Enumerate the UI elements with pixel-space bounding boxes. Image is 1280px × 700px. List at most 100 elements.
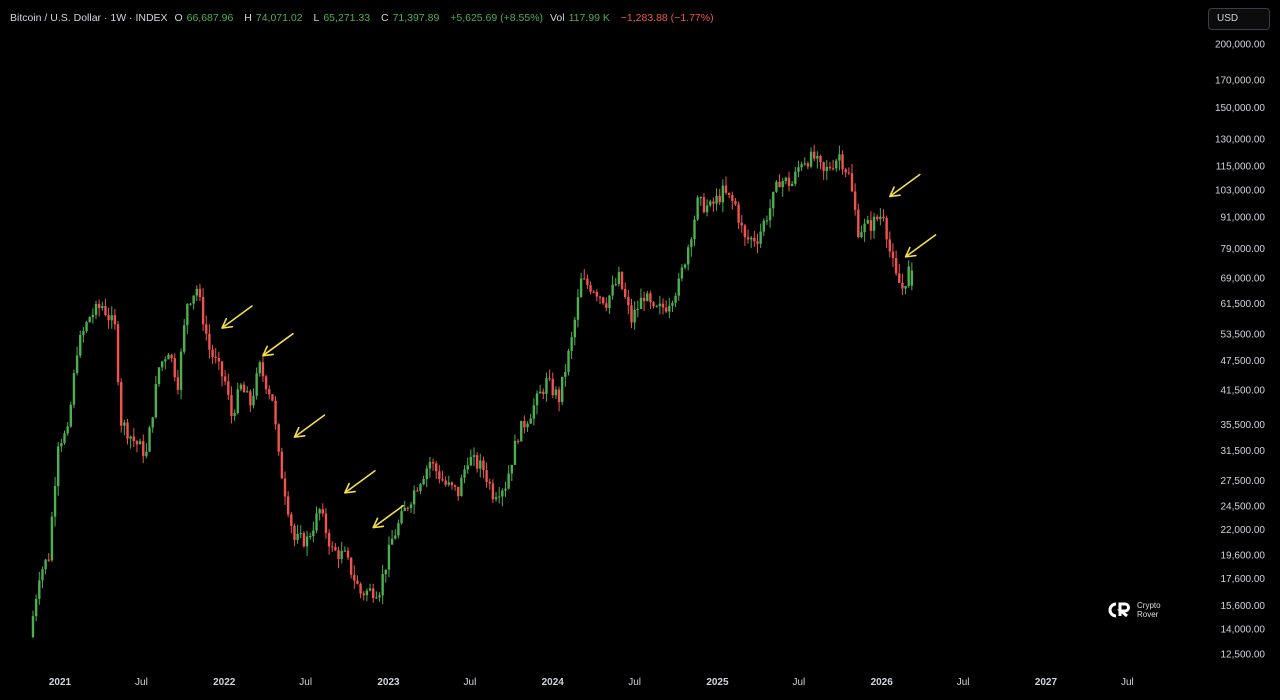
candle-body [664, 307, 668, 312]
candle [523, 415, 526, 434]
candle-body [176, 377, 180, 390]
candle-body [614, 284, 617, 286]
candle [463, 465, 466, 484]
price-tick-label: 41,500.00 [1221, 385, 1266, 396]
candle [116, 321, 120, 386]
candle-body [192, 295, 195, 304]
candle-body [412, 490, 416, 505]
candle-body [721, 185, 725, 203]
candle-body [327, 533, 331, 547]
candle-body [482, 460, 485, 471]
candle [850, 164, 854, 193]
candle [302, 531, 306, 548]
candle [201, 288, 205, 332]
candle [661, 298, 665, 315]
candle [721, 179, 725, 213]
candle [891, 243, 895, 268]
currency-button[interactable]: USD [1208, 8, 1270, 30]
candle-body [579, 278, 583, 298]
price-tick-label: 47,500.00 [1221, 356, 1266, 367]
candle-body [428, 462, 432, 469]
candle [822, 161, 825, 180]
price-tick-label: 17,600.00 [1221, 574, 1266, 585]
candle-body [148, 427, 151, 452]
candle [50, 511, 54, 563]
candle [863, 218, 866, 242]
candle [293, 523, 296, 547]
candle-body [860, 232, 863, 238]
candle [841, 150, 844, 175]
candle [151, 417, 154, 433]
candle [123, 419, 126, 436]
candle-body [885, 218, 888, 240]
candle [778, 174, 781, 188]
candle-body [866, 220, 869, 224]
candle [677, 273, 680, 301]
candle [579, 272, 583, 298]
candle [888, 231, 891, 258]
candle-body [847, 172, 851, 174]
candle [120, 378, 123, 433]
candle-body [321, 509, 324, 514]
candle-body [910, 270, 914, 286]
candle [349, 557, 353, 579]
candle-body [683, 264, 687, 268]
candle [69, 401, 72, 429]
candle [365, 588, 369, 602]
candle [387, 536, 391, 578]
candle-body [882, 216, 885, 219]
candle-body [576, 297, 580, 320]
candle-body [441, 479, 444, 481]
candle [787, 171, 791, 192]
candle [731, 191, 734, 210]
candle [31, 610, 35, 639]
candle-body [435, 463, 438, 472]
candle [627, 290, 630, 315]
candle [167, 353, 170, 360]
candle [299, 525, 302, 539]
candle [687, 244, 690, 271]
arrow-head [904, 246, 917, 258]
candle [409, 501, 413, 513]
candle [466, 457, 469, 474]
candle [737, 201, 740, 230]
candle-body [346, 550, 350, 558]
candle-body [349, 557, 353, 575]
candle-body [91, 314, 95, 318]
candle-body [296, 533, 299, 540]
candle-body [800, 164, 803, 168]
candle [453, 484, 457, 491]
candle [223, 370, 227, 386]
candle [403, 500, 406, 512]
candle [904, 285, 907, 295]
candle [671, 300, 674, 313]
candle [91, 308, 95, 324]
candle-body [636, 309, 639, 311]
candle [438, 465, 441, 484]
candle [630, 298, 633, 329]
candle [435, 460, 438, 480]
candle [734, 198, 737, 206]
candle [343, 546, 347, 552]
candle-body [69, 404, 72, 427]
candle [583, 268, 586, 280]
price-tick-label: 130,000.00 [1215, 134, 1265, 145]
candle [910, 262, 914, 291]
candle [208, 324, 211, 359]
candle-body [183, 325, 186, 352]
candle [790, 181, 794, 187]
candle [138, 438, 142, 445]
candle [280, 447, 284, 479]
candle-body [85, 322, 88, 332]
time-tick-label: Jul [1121, 677, 1134, 688]
candle-body [239, 384, 243, 390]
candle [598, 295, 602, 305]
candle-body [677, 278, 680, 296]
candle-body [72, 373, 76, 405]
candle [885, 215, 888, 249]
candle [513, 434, 517, 465]
candle [898, 263, 901, 284]
candle [63, 430, 66, 445]
candle [794, 166, 797, 187]
